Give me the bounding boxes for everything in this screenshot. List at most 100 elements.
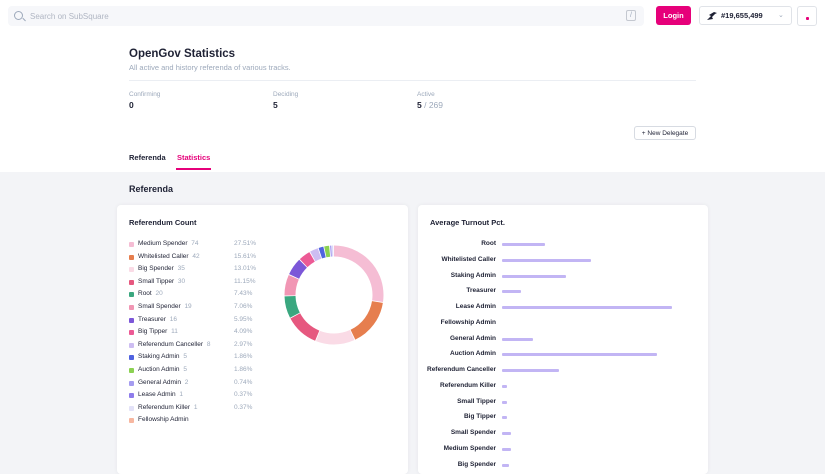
turnout-bar[interactable] (502, 369, 559, 372)
bar-label: Whitelisted Caller (441, 255, 496, 263)
legend-item[interactable]: Treasurer 16 5.95% (129, 316, 259, 326)
network-status-button[interactable] (797, 6, 817, 26)
legend-item[interactable]: Whitelisted Caller 42 15.61% (129, 253, 259, 263)
donut-slice[interactable] (284, 245, 384, 345)
turnout-bar[interactable] (502, 290, 521, 294)
section-title: Referenda (129, 184, 174, 194)
legend-percent: 7.06% (234, 303, 253, 310)
bar-label: Auction Admin (450, 350, 496, 358)
legend-count: 2 (183, 378, 189, 386)
donut-slice[interactable] (284, 245, 384, 345)
turnout-bar-row: Big Tipper (418, 413, 708, 423)
legend-item[interactable]: Referendum Killer 1 0.37% (129, 404, 259, 414)
bar-label: Lease Admin (455, 303, 496, 310)
turnout-bar[interactable] (502, 306, 673, 309)
legend-label: Big Spender 35 (138, 265, 185, 273)
page-title: OpenGov Statistics (129, 48, 236, 60)
turnout-bar[interactable] (502, 384, 508, 388)
turnout-bar[interactable] (502, 258, 592, 262)
legend-label: Staking Admin 5 (138, 353, 187, 361)
legend-item[interactable]: Lease Admin 1 0.37% (129, 391, 259, 401)
turnout-bar[interactable] (502, 274, 566, 278)
legend-item[interactable]: Big Spender 35 13.01% (129, 265, 259, 275)
legend-item[interactable]: Fellowship Admin (129, 416, 259, 426)
legend-label: Referendum Killer 1 (138, 403, 198, 411)
turnout-bar[interactable] (502, 353, 657, 357)
legend-label: Referendum Canceller 8 (138, 340, 211, 348)
search-bar[interactable] (8, 6, 644, 26)
legend-count: 8 (205, 340, 211, 348)
legend-count: 1 (192, 403, 198, 411)
legend-label: Medium Spender 74 (138, 240, 199, 247)
tab-statistics[interactable]: Statistics (177, 153, 211, 162)
legend-item[interactable]: Root 20 7.43% (129, 290, 259, 300)
turnout-bar-row: Fellowship Admin (418, 319, 708, 329)
turnout-bar-row: Auction Admin (418, 350, 708, 360)
stat-value: 5 (273, 100, 278, 110)
legend-item[interactable]: Auction Admin 5 1.86% (129, 366, 259, 376)
legend-swatch (129, 305, 134, 310)
legend-item[interactable]: Staking Admin 5 1.86% (129, 353, 259, 363)
legend-percent: 7.43% (234, 290, 253, 298)
legend-item[interactable]: Small Spender 19 7.06% (129, 303, 259, 313)
turnout-bar-row: Lease Admin (418, 303, 708, 313)
page-subtitle: All active and history referenda of vari… (129, 63, 291, 72)
legend-count: 35 (175, 265, 185, 273)
turnout-bar-row: Referendum Killer (418, 382, 708, 392)
status-indicator-icon (806, 17, 809, 20)
turnout-bar-row: Whitelisted Caller (418, 256, 708, 266)
average-turnout-card: Average Turnout Pct. Root Whitelisted Cal… (418, 205, 708, 474)
legend-item[interactable]: Big Tipper 11 4.09% (129, 328, 259, 338)
legend-percent: 0.37% (234, 391, 253, 399)
turnout-bar[interactable] (502, 416, 508, 420)
login-button[interactable]: Login (656, 6, 691, 25)
card-title: Average Turnout Pct. (430, 218, 506, 227)
legend-item[interactable]: General Admin 2 0.74% (129, 379, 259, 389)
legend-percent: 1.86% (234, 366, 253, 373)
legend-percent: 5.95% (234, 315, 253, 323)
active-tab-indicator (176, 168, 211, 170)
bar-label: Treasurer (466, 287, 496, 295)
legend-item[interactable]: Small Tipper 30 11.15% (129, 278, 259, 288)
turnout-bar[interactable] (502, 463, 509, 467)
turnout-bar-row: Big Spender (418, 461, 708, 471)
legend-item[interactable]: Referendum Canceller 8 2.97% (129, 341, 259, 351)
stat-value: 5 / 269 (417, 100, 443, 110)
turnout-bar[interactable] (502, 400, 508, 404)
legend-percent: 1.86% (234, 353, 253, 361)
chevron-down-icon: ⌄ (778, 12, 784, 19)
block-height: #19,655,499 (721, 11, 763, 20)
chain-selector[interactable]: #19,655,499 ⌄ (699, 6, 792, 25)
total-count: / 269 (421, 100, 444, 110)
tab-referenda[interactable]: Referenda (129, 153, 166, 162)
bar-label: Big Tipper (463, 413, 496, 421)
bar-label: General Admin (450, 334, 496, 342)
legend-swatch (129, 380, 134, 386)
turnout-bar[interactable] (502, 243, 545, 246)
turnout-bar[interactable] (502, 447, 511, 451)
legend-label: Treasurer 16 (138, 315, 177, 323)
turnout-bar-row: Referendum Canceller (418, 366, 708, 376)
search-shortcut-key: / (626, 10, 636, 21)
legend-label: Big Tipper 11 (138, 328, 178, 336)
turnout-bar[interactable] (502, 432, 511, 435)
legend-count: 11 (169, 328, 178, 336)
donut-slice[interactable] (284, 245, 384, 345)
bar-label: Small Spender (450, 429, 496, 436)
legend-swatch (129, 405, 134, 411)
bar-label: Fellowship Admin (440, 318, 496, 326)
legend-label: Auction Admin 5 (138, 366, 187, 373)
bar-label: Referendum Canceller (427, 366, 496, 373)
bar-label: Small Tipper (457, 397, 496, 405)
new-delegate-button[interactable]: + New Delegate (634, 126, 696, 140)
legend-count: 30 (176, 277, 186, 285)
legend-count: 1 (177, 391, 184, 399)
legend-swatch (129, 418, 134, 424)
legend-item[interactable]: Medium Spender 74 27.51% (129, 240, 259, 250)
stat-label: Confirming (129, 91, 161, 98)
legend-swatch (129, 292, 134, 298)
bar-label: Big Spender (457, 460, 496, 468)
legend-swatch (129, 330, 134, 336)
search-input[interactable] (30, 8, 590, 24)
turnout-bar[interactable] (502, 337, 533, 341)
